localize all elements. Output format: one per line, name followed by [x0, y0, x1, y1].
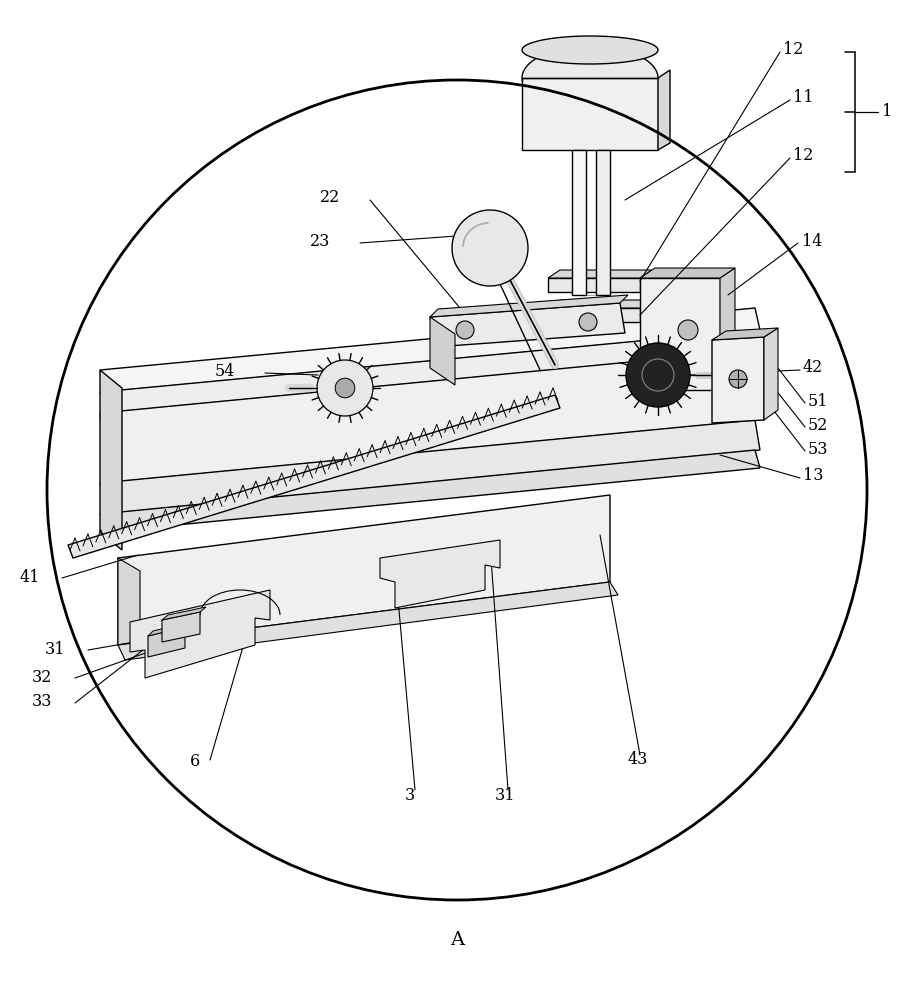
Circle shape: [579, 313, 597, 331]
Polygon shape: [548, 308, 640, 322]
Polygon shape: [118, 582, 618, 660]
Polygon shape: [430, 303, 625, 347]
Polygon shape: [712, 328, 778, 340]
Polygon shape: [68, 395, 560, 558]
Polygon shape: [148, 622, 190, 636]
Circle shape: [729, 370, 747, 388]
Polygon shape: [430, 317, 455, 385]
Polygon shape: [640, 268, 735, 278]
Text: 22: 22: [319, 190, 340, 207]
Text: A: A: [450, 931, 464, 949]
Text: 43: 43: [628, 752, 648, 768]
Polygon shape: [572, 150, 586, 295]
Polygon shape: [100, 370, 122, 550]
Text: 12: 12: [783, 41, 803, 58]
Polygon shape: [430, 295, 628, 317]
Text: 1: 1: [882, 104, 892, 120]
Text: 31: 31: [495, 786, 515, 804]
Text: 41: 41: [19, 568, 40, 585]
Polygon shape: [130, 590, 270, 678]
Polygon shape: [162, 607, 206, 620]
Text: 23: 23: [309, 233, 330, 250]
Polygon shape: [100, 350, 760, 483]
Text: 14: 14: [802, 232, 823, 249]
Text: 13: 13: [803, 468, 824, 485]
Polygon shape: [118, 495, 610, 645]
Circle shape: [626, 343, 690, 407]
Polygon shape: [548, 278, 640, 292]
Text: 51: 51: [808, 392, 828, 410]
Polygon shape: [148, 627, 185, 657]
Circle shape: [335, 378, 355, 398]
Text: 42: 42: [803, 360, 824, 376]
Text: 3: 3: [404, 786, 415, 804]
Polygon shape: [764, 328, 778, 420]
Polygon shape: [162, 612, 200, 642]
Polygon shape: [522, 36, 658, 64]
Polygon shape: [658, 70, 670, 150]
Polygon shape: [522, 46, 658, 110]
Circle shape: [646, 347, 662, 363]
Text: 32: 32: [32, 668, 52, 686]
Polygon shape: [548, 300, 652, 308]
Circle shape: [678, 320, 698, 340]
Polygon shape: [522, 78, 658, 150]
Polygon shape: [548, 270, 652, 278]
Polygon shape: [640, 278, 720, 390]
Text: 12: 12: [793, 147, 813, 164]
Circle shape: [456, 321, 474, 339]
Text: 33: 33: [31, 694, 52, 710]
Polygon shape: [100, 450, 760, 532]
Text: 6: 6: [189, 754, 200, 770]
Circle shape: [317, 360, 373, 416]
Polygon shape: [100, 308, 760, 392]
Polygon shape: [118, 558, 140, 658]
Polygon shape: [452, 210, 528, 286]
Text: 52: 52: [808, 416, 828, 434]
Polygon shape: [380, 540, 500, 608]
Polygon shape: [720, 268, 735, 390]
Polygon shape: [100, 420, 760, 514]
Text: 11: 11: [793, 90, 813, 106]
Polygon shape: [712, 337, 764, 423]
Text: 53: 53: [808, 440, 828, 458]
Text: 54: 54: [215, 363, 235, 380]
Polygon shape: [596, 150, 610, 295]
Text: 31: 31: [45, 641, 65, 658]
Polygon shape: [100, 330, 760, 413]
